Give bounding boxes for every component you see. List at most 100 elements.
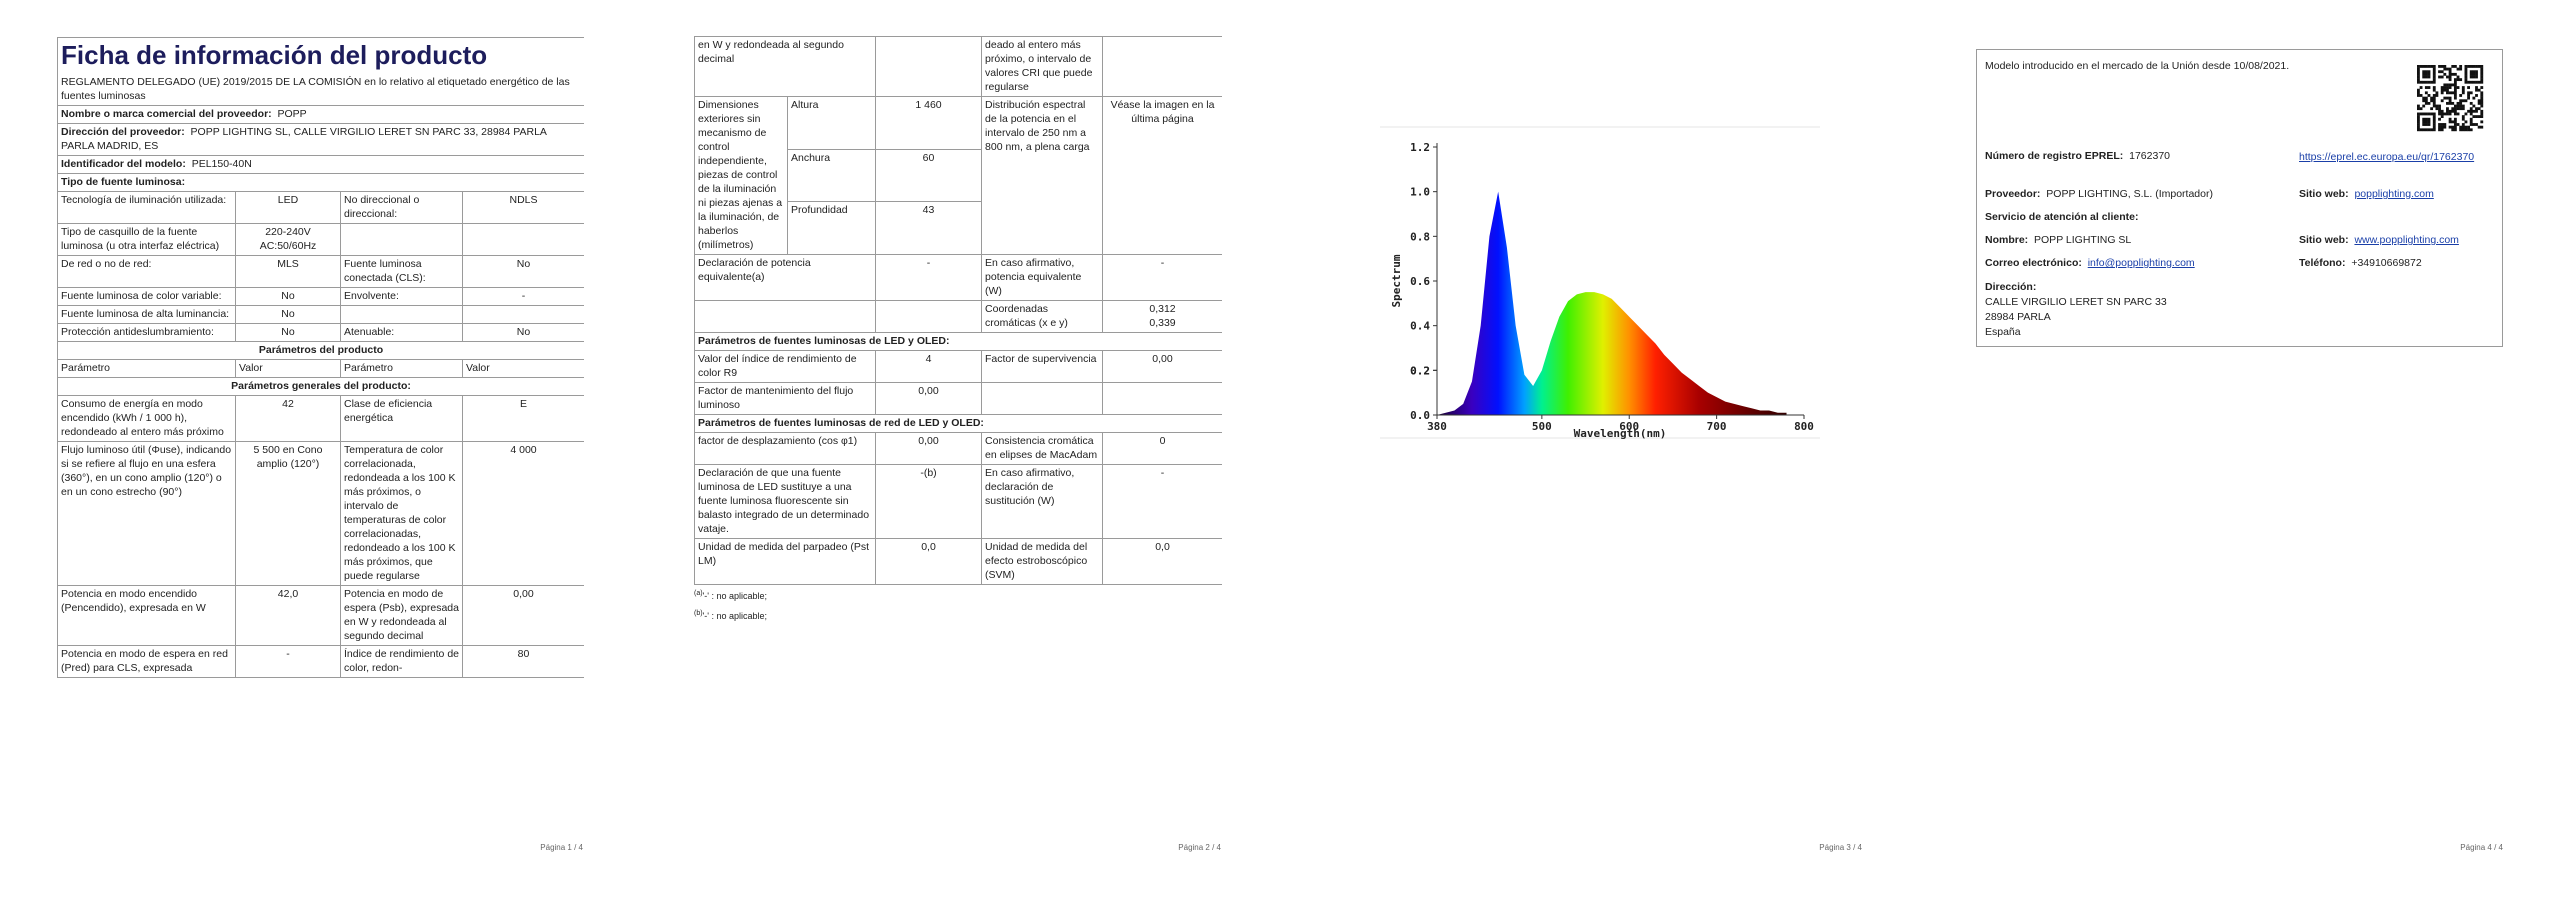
table-row: Tipo de fuente luminosa:	[57, 173, 584, 192]
qr-module	[2419, 86, 2423, 89]
qr-module	[2424, 96, 2428, 100]
qr-module	[2446, 112, 2449, 116]
qr-module	[2422, 80, 2426, 84]
qr-module	[2424, 65, 2428, 68]
table-row: Identificador del modelo: PEL150-40N	[57, 155, 584, 174]
y-tick-label: 0.4	[1410, 320, 1430, 333]
table-cell: LED	[235, 191, 341, 224]
qr-module	[2443, 86, 2447, 89]
qr-module	[2461, 123, 2465, 126]
qr-module	[2453, 120, 2457, 124]
empty-cell	[1102, 36, 1222, 97]
footnotes: (a)'-' : no aplicable; (b)'-' : no aplica…	[694, 585, 1222, 625]
qr-module	[2419, 80, 2423, 84]
qr-module	[2432, 112, 2436, 116]
qr-module	[2469, 65, 2473, 68]
x-tick-label: 500	[1532, 420, 1552, 433]
table-row: Potencia en modo de espera en red (Pred)…	[57, 645, 584, 678]
table-cell: Tipo de fuente luminosa:	[57, 173, 584, 192]
footnote: (a)'-' : no aplicable;	[694, 585, 1222, 605]
qr-module	[2469, 70, 2473, 74]
qr-module	[2417, 65, 2420, 68]
table-cell: 4 000	[461, 441, 584, 586]
qr-module	[2453, 96, 2457, 100]
label: Nombre:	[1985, 234, 2029, 246]
qr-module	[2417, 91, 2420, 95]
qr-module	[2472, 96, 2476, 100]
footnote-text: '-' : no aplicable;	[702, 611, 768, 621]
qr-module	[2467, 80, 2470, 84]
qr-module	[2435, 91, 2439, 95]
table-row: Coordenadas cromáticas (x e y) 0,312 0,339	[694, 300, 1222, 333]
qr-module	[2453, 88, 2457, 92]
qr-module	[2456, 101, 2460, 105]
email-link[interactable]: info@popplighting.com	[2087, 257, 2195, 269]
cell-line: 0,339	[1149, 317, 1176, 329]
qr-module	[2453, 72, 2457, 76]
qr-module	[2467, 86, 2470, 89]
y-tick-label: 0.6	[1410, 275, 1430, 288]
qr-module	[2459, 65, 2463, 68]
table-cell: Flujo luminoso útil (Φuse), indicando si…	[57, 441, 236, 586]
qr-module	[2417, 75, 2420, 79]
qr-module	[2440, 88, 2444, 92]
qr-module	[2424, 80, 2428, 84]
qr-module	[2446, 109, 2449, 113]
qr-module	[2432, 96, 2436, 100]
qr-module	[2464, 70, 2468, 74]
qr-module	[2464, 128, 2468, 132]
qr-module	[2469, 128, 2473, 132]
empty-cell	[461, 223, 584, 256]
label: Identificador del modelo:	[61, 158, 186, 170]
table-cell: E	[461, 395, 584, 442]
qr-module	[2417, 78, 2420, 82]
qr-module	[2432, 115, 2436, 118]
qr-module	[2459, 94, 2463, 97]
table-row: Parámetros generales del producto:	[57, 377, 584, 396]
qr-module	[2430, 107, 2434, 111]
table-cell: -	[461, 287, 584, 306]
table-cell: 0,00	[461, 585, 584, 646]
qr-module	[2430, 128, 2434, 132]
qr-module	[2475, 65, 2478, 68]
y-tick-label: 1.0	[1410, 186, 1430, 199]
qr-module	[2422, 96, 2426, 100]
eprel-link[interactable]: https://eprel.ec.europa.eu/qr/1762370	[2299, 151, 2475, 163]
qr-module	[2417, 123, 2420, 126]
qr-module	[2440, 86, 2444, 89]
table-cell: Clase de eficiencia energética	[340, 395, 463, 442]
qr-module	[2456, 123, 2460, 126]
qr-module	[2417, 88, 2420, 92]
qr-module	[2477, 88, 2481, 92]
qr-module	[2438, 70, 2441, 74]
table-row: Declaración de que una fuente luminosa d…	[694, 464, 1222, 539]
qr-module	[2480, 78, 2484, 82]
qr-module	[2472, 104, 2476, 108]
qr-module	[2427, 123, 2431, 126]
qr-module	[2475, 123, 2478, 126]
qr-module	[2430, 96, 2434, 100]
qr-module	[2451, 91, 2455, 95]
table-row: Unidad de medida del parpadeo (Pst LM) 0,…	[694, 538, 1222, 585]
qr-module	[2461, 115, 2465, 118]
qr-module	[2467, 128, 2470, 132]
table-cell: No direccional o direccional:	[340, 191, 463, 224]
qr-module	[2480, 125, 2484, 129]
qr-module	[2424, 120, 2428, 124]
qr-module	[2422, 75, 2426, 79]
website-link[interactable]: popplighting.com	[2354, 188, 2434, 200]
table-cell: Consistencia cromática en elipses de Mac…	[981, 432, 1104, 465]
qr-module	[2438, 128, 2441, 132]
website-link[interactable]: www.popplighting.com	[2354, 234, 2459, 246]
empty-cell	[340, 223, 463, 256]
qr-module	[2467, 65, 2470, 68]
table-row: en W y redondeada al segundo decimal dead…	[694, 36, 1222, 97]
qr-module	[2448, 99, 2452, 103]
qr-module	[2472, 115, 2476, 118]
qr-module	[2480, 101, 2484, 105]
qr-module	[2475, 88, 2478, 92]
table-cell: Potencia en modo encendido (Pencendido),…	[57, 585, 236, 646]
qr-module	[2469, 120, 2473, 124]
qr-module	[2417, 107, 2420, 111]
qr-module	[2424, 128, 2428, 132]
